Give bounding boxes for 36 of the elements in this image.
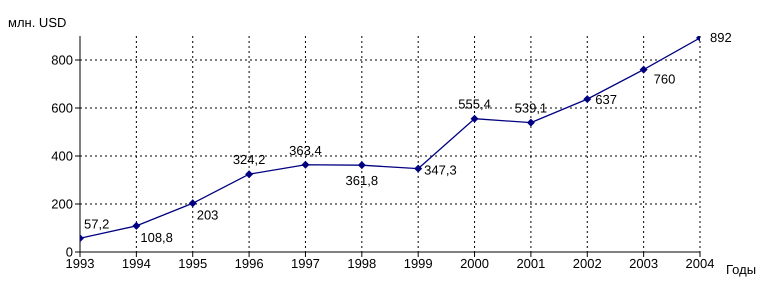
point xyxy=(526,118,535,127)
x-tick-label: 2004 xyxy=(686,256,714,272)
x-tick-label: 2001 xyxy=(516,256,546,272)
data-label: 760 xyxy=(654,72,676,87)
data-label: 637 xyxy=(595,92,617,108)
data-label: 892 xyxy=(710,30,732,45)
x-tick-label: 2003 xyxy=(629,256,658,272)
point xyxy=(132,222,140,230)
x-tick-label: 2002 xyxy=(572,256,602,272)
data-label: 363,4 xyxy=(289,142,322,158)
point xyxy=(301,160,310,169)
point xyxy=(640,66,648,74)
data-label: 108,8 xyxy=(140,230,173,245)
x-tick-label: 1994 xyxy=(122,256,151,272)
data-label: 347,3 xyxy=(424,162,457,178)
point xyxy=(414,164,422,173)
y-tick-label: 800 xyxy=(51,52,73,68)
point xyxy=(358,161,366,170)
y-tick-label: 400 xyxy=(51,148,73,164)
x-tick-label: 2000 xyxy=(460,256,490,272)
x-axis-title: Годы xyxy=(726,262,756,277)
x-tick-label: 1996 xyxy=(234,256,264,272)
y-axis-title: млн. USD xyxy=(8,15,66,30)
data-label: 203 xyxy=(196,207,218,222)
x-tick-label: 1998 xyxy=(347,256,376,272)
y-tick-label: 200 xyxy=(51,196,73,212)
data-label: 361,8 xyxy=(346,173,378,188)
data-label: 57,2 xyxy=(84,216,110,232)
x-tick-label: 1995 xyxy=(178,256,208,272)
point xyxy=(245,170,254,178)
y-tick-label: 600 xyxy=(51,100,73,116)
x-tick-label: 1997 xyxy=(290,256,320,272)
x-tick-label: 1999 xyxy=(404,256,433,272)
point xyxy=(583,95,592,104)
point xyxy=(188,199,197,208)
point xyxy=(470,114,479,123)
